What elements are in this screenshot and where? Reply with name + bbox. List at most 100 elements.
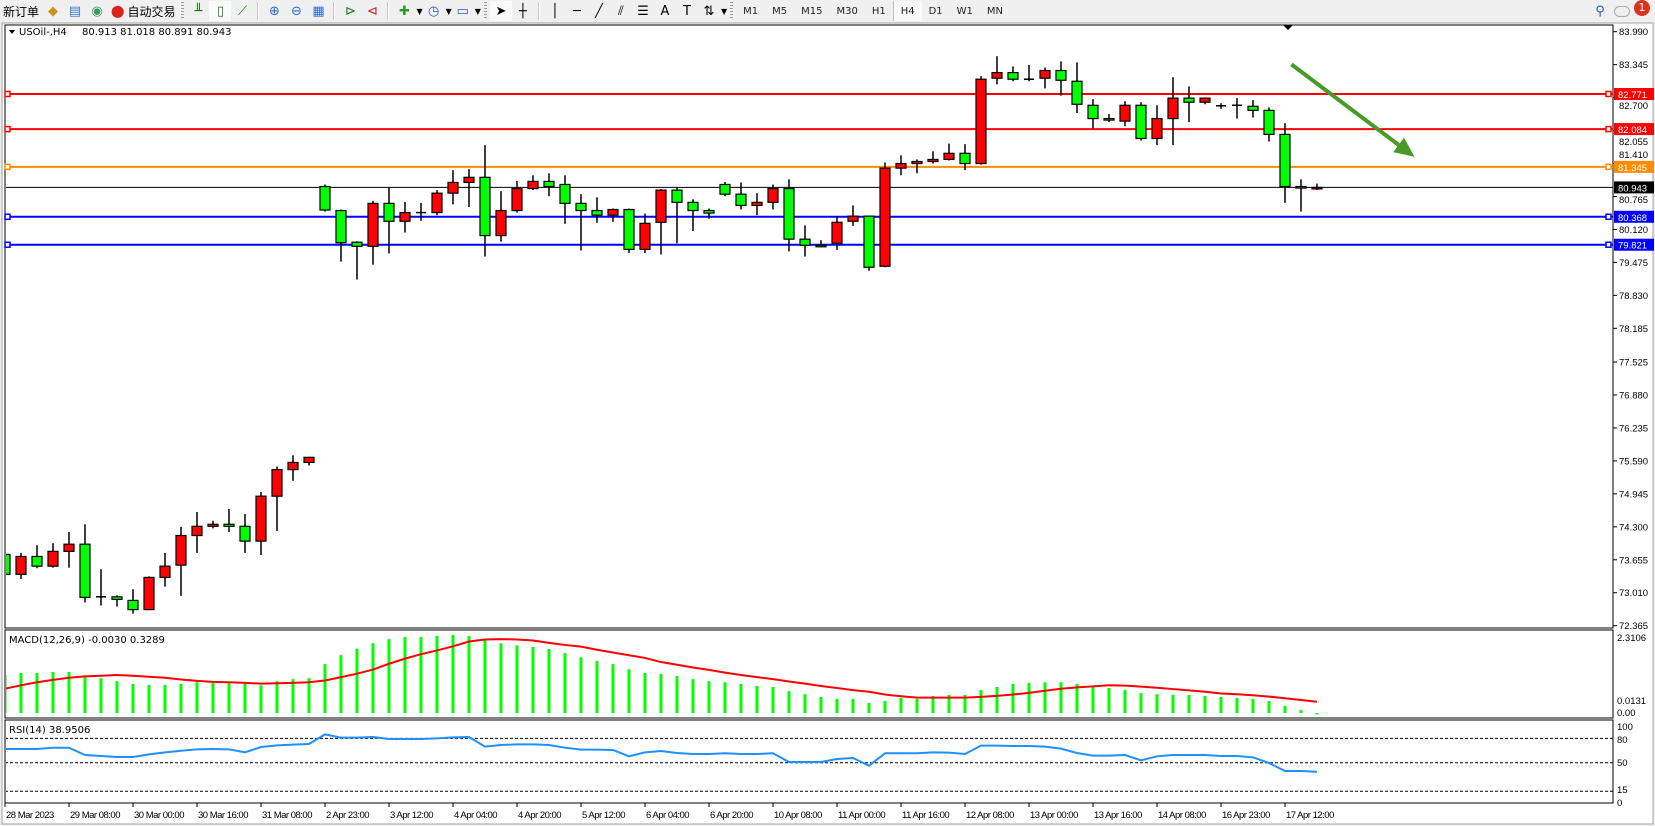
candle-bull — [511, 187, 523, 212]
notification-badge[interactable]: 1 — [1634, 0, 1650, 16]
vertical-line-icon[interactable]: │ — [551, 3, 559, 19]
horizontal-lines — [6, 92, 1613, 246]
macd-histogram-bar — [963, 694, 967, 713]
zoom-out-icon[interactable]: ⊖ — [291, 3, 302, 19]
price-tick-label: 72.365 — [1619, 621, 1648, 632]
price-label: 81.345 — [1618, 163, 1647, 174]
candle-bull — [303, 456, 315, 464]
chevron-down-icon[interactable]: ▼ — [445, 6, 452, 16]
candle-bull — [847, 215, 859, 222]
rsi-line — [6, 733, 1318, 773]
line-handle-right — [1605, 163, 1612, 171]
macd-histogram-bar — [835, 698, 839, 713]
time-tick-label: 4 Apr 04:00 — [454, 810, 497, 821]
candle-bull — [751, 201, 763, 207]
timeframe-bar: M1 M5 M15 M30 H1 H4 D1 W1 MN — [736, 1, 1010, 21]
macd-histogram-bar — [899, 697, 903, 713]
timeframe-m1-button[interactable]: M1 — [743, 5, 759, 17]
collapse-triangle-icon[interactable] — [9, 30, 15, 34]
macd-histogram-bar — [147, 684, 151, 713]
trend-arrow[interactable] — [1290, 62, 1415, 157]
time-tick-label: 12 Apr 08:00 — [966, 810, 1014, 821]
candle-bull — [271, 468, 283, 497]
macd-histogram-bar — [291, 679, 295, 713]
horizontal-line-icon[interactable]: ─ — [573, 3, 581, 19]
macd-histogram-bar — [67, 671, 71, 713]
chevron-down-icon[interactable]: ▼ — [416, 6, 423, 16]
candle-bull — [255, 495, 267, 542]
timeframe-h4-button[interactable]: H4 — [892, 1, 922, 21]
chart-shift-marker[interactable] — [1283, 25, 1293, 30]
candle-bull — [527, 180, 539, 190]
chevron-down-icon[interactable]: ▼ — [474, 6, 481, 16]
macd-histogram-bar — [1043, 682, 1047, 713]
timeframe-m5-button[interactable]: M5 — [772, 5, 788, 17]
auto-scroll-icon[interactable]: ⊳ — [345, 3, 356, 19]
macd-histogram-bar — [1299, 709, 1303, 713]
candle-bear — [1295, 185, 1307, 189]
text-label-icon[interactable]: T — [682, 3, 691, 19]
trendline-icon[interactable]: ╱ — [595, 3, 603, 19]
zoom-in-icon[interactable]: ⊕ — [269, 3, 280, 19]
market-watch-icon[interactable]: ▤ — [68, 3, 82, 19]
rsi-axis: 100 80 50 15 0 — [1617, 722, 1633, 809]
chevron-down-icon[interactable]: ▼ — [720, 6, 728, 16]
fibonacci-icon[interactable]: ☰ — [637, 3, 649, 19]
timeframe-h1-button[interactable]: H1 — [871, 5, 886, 17]
chart-shift-icon[interactable]: ⊲ — [367, 3, 378, 19]
timeframe-mn-button[interactable]: MN — [986, 5, 1004, 17]
macd-plot — [6, 635, 1319, 715]
time-axis: 28 Mar 2023 29 Mar 08:00 30 Mar 00:00 30 Ma… — [4, 803, 1335, 821]
timeframe-m15-button[interactable]: M15 — [801, 5, 823, 17]
signals-icon[interactable]: ◉ — [91, 3, 103, 19]
macd-histogram-bar — [1251, 698, 1255, 713]
macd-histogram-bar — [243, 682, 247, 713]
arrows-icon[interactable]: ⇅ — [703, 3, 715, 19]
candle-bear — [719, 183, 731, 195]
equidistant-channel-icon[interactable]: ⫽ — [618, 3, 624, 19]
candle-bull — [831, 221, 843, 244]
chat-icon[interactable] — [1611, 1, 1633, 21]
line-handle-left — [4, 125, 11, 133]
timeframe-w1-button[interactable]: W1 — [956, 5, 973, 17]
macd-histogram-bar — [1011, 683, 1015, 713]
macd-histogram-bar — [1203, 695, 1207, 713]
macd-histogram-bar — [723, 682, 727, 713]
macd-histogram-bar — [627, 669, 631, 713]
time-tick-label: 29 Mar 08:00 — [70, 810, 120, 821]
candle-bull — [463, 176, 475, 184]
templates-icon[interactable]: ▭ — [456, 3, 469, 19]
candle-bull — [495, 209, 507, 237]
line-handle-right — [1605, 90, 1612, 98]
macd-histogram-bar — [227, 682, 231, 713]
bar-chart-icon[interactable]: ╨ — [194, 3, 203, 19]
text-icon[interactable]: A — [660, 3, 670, 19]
new-order-button[interactable]: 新订单 — [0, 1, 42, 21]
cursor-icon[interactable]: ➤ — [489, 1, 512, 21]
macd-histogram-bar — [531, 646, 535, 713]
indicators-icon[interactable]: ✚ — [399, 3, 410, 19]
periods-icon[interactable]: ◷ — [427, 3, 440, 19]
candle-bear — [1279, 133, 1291, 188]
rsi-tick-label: 50 — [1617, 758, 1628, 769]
candle-bull — [287, 461, 299, 471]
line-chart-icon[interactable]: ⟋ — [237, 3, 248, 19]
expert-advisor-icon[interactable]: ◆ — [48, 3, 59, 19]
search-icon[interactable]: ⚲ — [1595, 3, 1605, 19]
candle-bull — [927, 158, 939, 163]
timeframe-d1-button[interactable]: D1 — [928, 5, 943, 17]
candle-bear — [6, 553, 11, 575]
crosshair-icon[interactable]: ┼ — [519, 3, 527, 19]
tile-windows-icon[interactable]: ▦ — [312, 3, 325, 19]
price-label-bg — [1614, 160, 1654, 173]
price-tick-label: 77.525 — [1619, 358, 1648, 369]
macd-histogram-bar — [115, 681, 119, 713]
time-tick-label: 5 Apr 12:00 — [582, 810, 625, 821]
candle-bear — [959, 152, 971, 165]
candlestick-icon[interactable]: ▯ — [209, 1, 232, 21]
candle-bull — [975, 78, 987, 165]
candle-bear — [863, 215, 875, 268]
auto-trading-button[interactable]: ⬤ 自动交易 — [108, 1, 178, 21]
timeframe-m30-button[interactable]: M30 — [836, 5, 858, 17]
